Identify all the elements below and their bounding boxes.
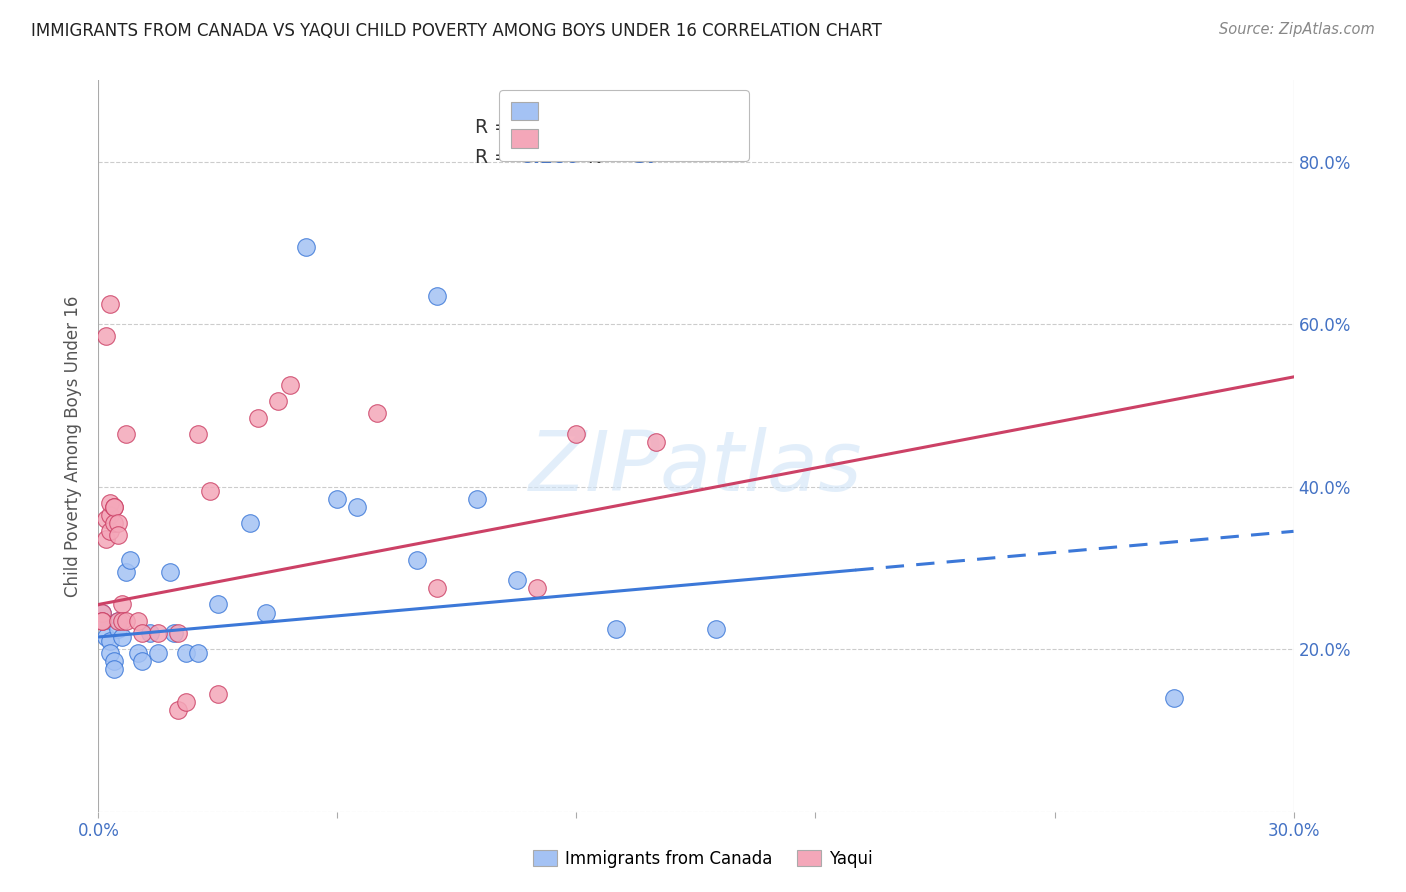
Point — [506, 573, 529, 587]
Point — [107, 614, 129, 628]
Text: 0.151: 0.151 — [520, 119, 579, 137]
Point — [131, 626, 153, 640]
Point — [131, 654, 153, 668]
Point — [115, 426, 138, 441]
Point — [91, 606, 114, 620]
Point — [107, 516, 129, 531]
Point — [107, 614, 129, 628]
Point — [426, 288, 449, 302]
Point — [107, 622, 129, 636]
Legend: Immigrants from Canada, Yaqui: Immigrants from Canada, Yaqui — [527, 844, 879, 875]
Text: Source: ZipAtlas.com: Source: ZipAtlas.com — [1219, 22, 1375, 37]
Point — [127, 614, 149, 628]
Point — [103, 663, 125, 677]
Text: ZIPatlas: ZIPatlas — [529, 427, 863, 508]
Point — [198, 483, 221, 498]
Point — [111, 598, 134, 612]
Point — [96, 630, 118, 644]
Point — [246, 410, 269, 425]
Point — [148, 626, 170, 640]
Point — [127, 646, 149, 660]
Point — [96, 512, 118, 526]
Point — [91, 614, 114, 628]
Point — [167, 626, 190, 640]
Point — [91, 614, 114, 628]
Point — [96, 329, 118, 343]
Point — [254, 606, 277, 620]
Point — [605, 622, 627, 636]
Legend:                               ,                               : , — [499, 90, 749, 161]
Point — [704, 622, 727, 636]
Point — [115, 614, 138, 628]
Point — [115, 565, 138, 579]
Point — [174, 695, 197, 709]
Point — [346, 500, 368, 514]
Point — [91, 606, 114, 620]
Point — [91, 614, 114, 628]
Point — [294, 240, 316, 254]
Point — [267, 394, 290, 409]
Point — [148, 646, 170, 660]
Text: 37: 37 — [634, 147, 659, 167]
Text: 28: 28 — [634, 119, 659, 137]
Point — [174, 646, 197, 660]
Point — [366, 407, 388, 421]
Point — [96, 533, 118, 547]
Point — [565, 426, 588, 441]
Text: 0.286: 0.286 — [520, 147, 579, 167]
Point — [103, 654, 125, 668]
Point — [187, 426, 209, 441]
Point — [98, 508, 122, 522]
Y-axis label: Child Poverty Among Boys Under 16: Child Poverty Among Boys Under 16 — [65, 295, 83, 597]
Point — [103, 500, 125, 514]
Point — [465, 491, 488, 506]
Point — [159, 565, 181, 579]
Text: IMMIGRANTS FROM CANADA VS YAQUI CHILD POVERTY AMONG BOYS UNDER 16 CORRELATION CH: IMMIGRANTS FROM CANADA VS YAQUI CHILD PO… — [31, 22, 882, 40]
Text: N =: N = — [576, 119, 630, 137]
Point — [120, 553, 142, 567]
Point — [111, 630, 134, 644]
Point — [111, 614, 134, 628]
Point — [98, 496, 122, 510]
Point — [98, 297, 122, 311]
Point — [107, 528, 129, 542]
Point — [526, 581, 548, 595]
Text: R =: R = — [475, 119, 516, 137]
Text: R =: R = — [475, 147, 516, 167]
Point — [406, 553, 429, 567]
Point — [426, 581, 449, 595]
Text: N =: N = — [576, 147, 630, 167]
Point — [103, 500, 125, 514]
Point — [167, 703, 190, 717]
Point — [207, 598, 229, 612]
Point — [326, 491, 349, 506]
Point — [187, 646, 209, 660]
Point — [239, 516, 262, 531]
Point — [103, 516, 125, 531]
Point — [98, 634, 122, 648]
Point — [98, 646, 122, 660]
Point — [278, 378, 301, 392]
Point — [645, 434, 668, 449]
Point — [207, 687, 229, 701]
Point — [163, 626, 186, 640]
Point — [98, 524, 122, 539]
Point — [1163, 690, 1185, 705]
Point — [139, 626, 162, 640]
